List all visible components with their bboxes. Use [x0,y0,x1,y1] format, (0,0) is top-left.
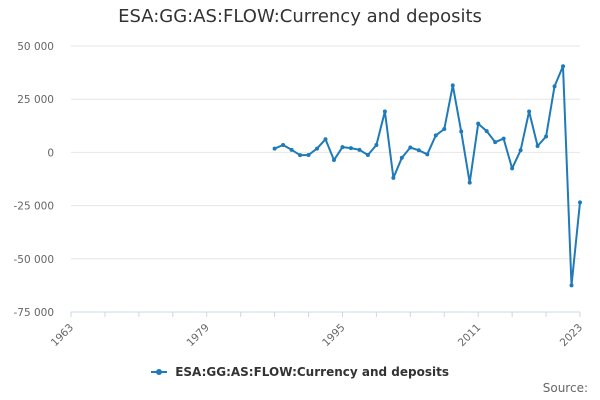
legend-swatch [151,366,168,378]
data-point [315,146,320,151]
data-point [552,84,557,89]
data-point [578,200,582,205]
data-point [467,180,472,185]
data-point [544,134,549,139]
data-point [272,146,277,151]
y-tick-label: -75 000 [13,307,54,319]
series-layer [272,64,582,288]
data-point [450,83,455,88]
data-point [331,158,336,163]
x-tick-label: 1995 [320,322,347,349]
data-point [391,175,396,180]
x-tick-label: 2023 [558,322,585,349]
data-point [357,147,362,152]
data-point [340,145,345,150]
data-point [535,144,540,149]
data-point [289,147,294,152]
data-point [298,153,303,158]
data-point [433,133,438,138]
data-point [442,126,447,131]
x-tick-label: 1979 [184,322,211,349]
y-tick-label: 25 000 [17,94,54,106]
legend[interactable]: ESA:GG:AS:FLOW:Currency and deposits [0,365,600,379]
x-axis: 1963 1979 1995 2011 2023 [49,311,585,349]
data-point [518,148,523,153]
data-point [323,137,328,142]
source-label: Source: [542,381,588,395]
data-point [476,121,481,126]
data-point [484,129,489,134]
data-point [425,152,430,157]
gridlines [71,45,580,313]
data-point [493,140,498,145]
data-point [527,109,532,114]
x-tick-label: 2011 [456,322,483,349]
data-point [569,283,574,288]
data-point [374,142,379,147]
data-point [510,166,515,171]
data-point [281,142,286,147]
data-point [459,129,464,134]
chart-title: ESA:GG:AS:FLOW:Currency and deposits [118,6,482,27]
data-point [501,136,506,141]
data-point [348,146,353,151]
data-point [416,148,421,153]
y-tick-label: 0 [47,147,54,159]
data-point [399,155,404,160]
data-point [306,152,311,157]
data-point [365,152,370,157]
y-axis-ticks: -75 000 -50 000 -25 000 0 25 000 50 000 [13,41,54,319]
x-tick-label: 1963 [49,322,76,349]
y-tick-label: 50 000 [17,41,54,53]
data-point [561,64,566,69]
data-point [382,109,387,114]
y-tick-label: -25 000 [13,201,54,213]
data-point [408,145,413,150]
legend-label: ESA:GG:AS:FLOW:Currency and deposits [175,365,449,379]
y-tick-label: -50 000 [13,254,54,266]
